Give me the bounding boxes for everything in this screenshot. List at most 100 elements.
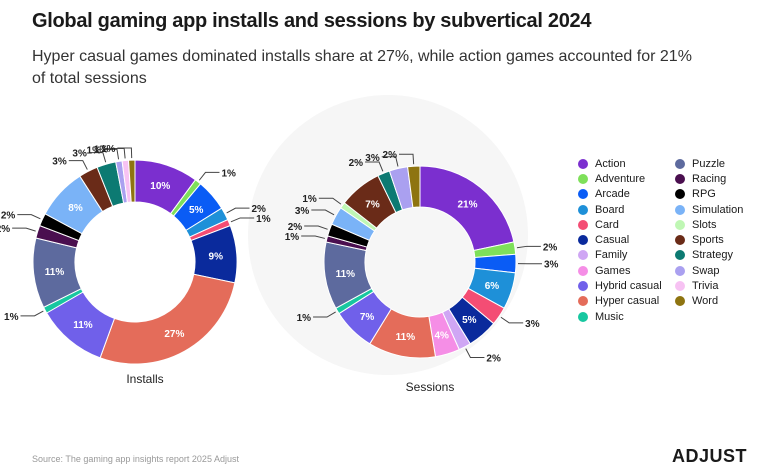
legend-item: Word (675, 294, 755, 309)
donut-slice (407, 165, 421, 209)
slice-label: 2% (0, 224, 10, 235)
legend-label: Strategy (692, 249, 733, 262)
legend-label: Casual (595, 234, 630, 247)
legend-item: Slots (675, 217, 755, 232)
legend-item: Games (578, 263, 675, 278)
legend-item: Card (578, 217, 675, 232)
legend-item: Arcade (578, 187, 675, 202)
legend-swatch (578, 281, 588, 292)
legend-label: Board (595, 203, 625, 216)
leader-line (318, 197, 342, 205)
legend-label: Word (692, 295, 719, 308)
legend-item: Strategy (675, 248, 755, 263)
legend-label: Racing (692, 172, 727, 185)
legend-item: Racing (675, 171, 755, 186)
slice-label: 3% (52, 157, 67, 168)
legend-label: Hyper casual (595, 295, 660, 308)
legend-swatch (578, 265, 588, 276)
chart-label: Sessions (406, 380, 455, 394)
leader-line (365, 161, 384, 172)
legend-label: Action (595, 157, 626, 170)
chart-label: Installs (126, 372, 163, 386)
legend-item: Puzzle (675, 156, 755, 171)
slice-label: 9% (209, 252, 224, 263)
legend: Action Adventure Arcade Board Card Casual Fami… (578, 156, 755, 324)
legend-swatch (675, 250, 685, 261)
legend-label: Card (595, 218, 619, 231)
legend-swatch (578, 173, 588, 184)
legend-item: Hybrid casual (578, 278, 675, 293)
slice-label: 8% (68, 203, 83, 214)
slice-label: 11% (73, 320, 93, 331)
legend-swatch (578, 204, 588, 215)
legend-swatch (578, 189, 588, 200)
slice-label: 1% (4, 312, 19, 323)
legend-swatch (675, 265, 685, 276)
slice-label: 3% (295, 206, 310, 217)
legend-label: Swap (692, 264, 720, 277)
slice-label: 11% (336, 269, 356, 280)
legend-swatch (578, 296, 588, 307)
legend-label: Simulation (692, 203, 744, 216)
legend-label: Hybrid casual (595, 280, 662, 293)
leader-line (399, 153, 415, 165)
slice-label: 1% (94, 145, 109, 156)
slice-label: 2% (543, 242, 558, 253)
slice-label: 1% (285, 232, 300, 243)
legend-label: Family (595, 249, 628, 262)
legend-swatch (675, 173, 685, 184)
source-note: Source: The gaming app insights report 2… (32, 454, 239, 464)
slice-label: 10% (150, 181, 170, 192)
slice-label: 5% (189, 205, 204, 216)
slice-label: 2% (383, 150, 398, 161)
leader-line (226, 207, 250, 214)
donut-slice (99, 273, 236, 365)
slice-label: 2% (486, 354, 501, 365)
legend-item: Sports (675, 232, 755, 247)
donut-slice (128, 159, 136, 203)
legend-swatch (578, 311, 588, 322)
slice-label: 11% (396, 332, 416, 343)
legend-item: Action (578, 156, 675, 171)
leader-line (304, 225, 328, 230)
slice-label: 2% (288, 222, 303, 233)
slice-label: 7% (365, 199, 380, 210)
legend-item: Swap (675, 263, 755, 278)
slice-label: 3% (365, 153, 380, 164)
legend-item: Casual (578, 232, 675, 247)
slice-label: 1% (221, 168, 236, 179)
legend-label: RPG (692, 188, 716, 201)
leader-line (12, 227, 36, 232)
leader-line (17, 214, 41, 220)
legend-swatch (578, 250, 588, 261)
slice-label: 1% (101, 144, 116, 155)
legend-swatch (675, 235, 685, 246)
legend-item: Adventure (578, 171, 675, 186)
leader-line (117, 147, 133, 159)
leader-line (301, 235, 325, 239)
chart-title: Global gaming app installs and sessions … (32, 10, 592, 32)
legend-item: Family (578, 248, 675, 263)
legend-item: Trivia (675, 278, 755, 293)
legend-label: Sports (692, 234, 724, 247)
slice-label: 27% (164, 329, 184, 340)
slice-label: 2% (1, 211, 16, 222)
chart-subtitle: Hyper casual games dominated installs sh… (32, 48, 692, 87)
slice-label: 5% (462, 315, 477, 326)
legend-item: Music (578, 309, 675, 324)
legend-swatch (578, 219, 588, 230)
legend-item: Board (578, 202, 675, 217)
legend-item: Hyper casual (578, 294, 675, 309)
leader-line (311, 209, 335, 216)
legend-item: RPG (675, 187, 755, 202)
adjust-logo: ADJUST (672, 446, 748, 466)
slice-label: 6% (485, 281, 500, 292)
legend-label: Games (595, 264, 631, 277)
legend-label: Trivia (692, 280, 719, 293)
leader-line (102, 148, 120, 160)
legend-swatch (675, 189, 685, 200)
slice-label: 21% (457, 199, 477, 210)
slice-label: 7% (360, 312, 375, 323)
legend-swatch (675, 296, 685, 307)
